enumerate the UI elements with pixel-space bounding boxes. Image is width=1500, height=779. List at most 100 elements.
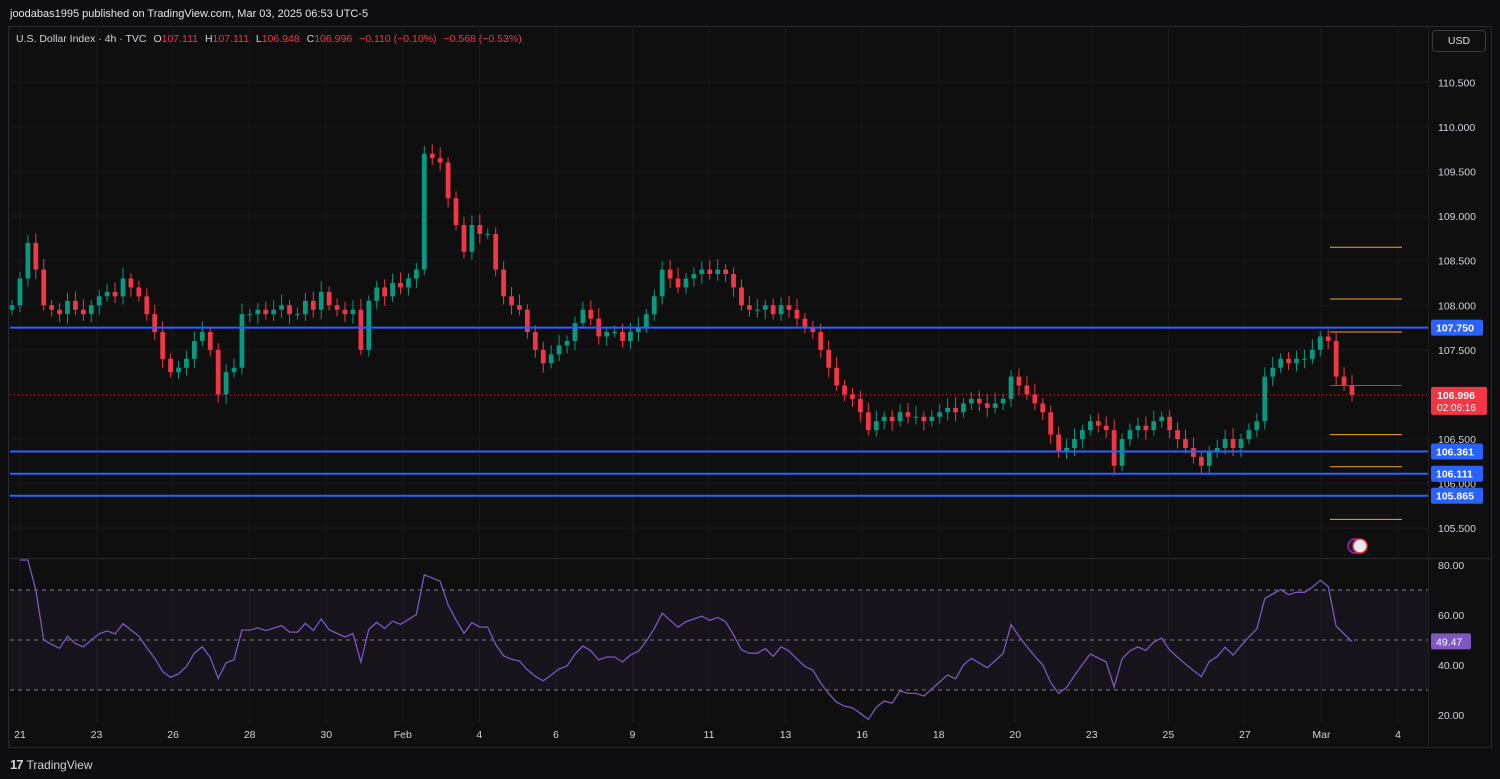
candle-body <box>731 274 736 288</box>
candle-body <box>445 162 451 199</box>
candle-body <box>667 269 673 279</box>
candle-body <box>715 269 721 275</box>
candle-body <box>1095 421 1101 426</box>
candle-body <box>778 305 784 315</box>
candle-body <box>889 416 895 422</box>
candle-body <box>691 274 697 279</box>
candle-body <box>1302 358 1307 360</box>
bar-countdown-label: 02:06:16 <box>1437 403 1476 414</box>
candle-body <box>739 287 744 306</box>
candle-body <box>390 282 395 297</box>
candle-body <box>33 242 39 270</box>
currency-button[interactable]: USD <box>1432 30 1486 52</box>
candle-body <box>1159 416 1165 422</box>
candle-body <box>255 309 261 315</box>
candle-body <box>953 407 958 413</box>
time-tick-label: Feb <box>394 729 412 741</box>
time-tick-label: 16 <box>856 729 868 741</box>
candle-body <box>1254 421 1260 431</box>
price-tick-label: 109.500 <box>1438 166 1476 178</box>
candle-body <box>651 296 657 315</box>
candle-body <box>437 158 443 163</box>
candle-body <box>842 385 847 395</box>
candle-body <box>834 367 839 386</box>
candle-body <box>802 318 808 328</box>
candle-body <box>191 340 197 359</box>
time-tick-label: 18 <box>933 729 945 741</box>
candle-body <box>992 403 998 408</box>
candle-body <box>620 332 625 341</box>
candle-body <box>477 225 483 234</box>
tv-logo-icon: 17 <box>10 757 24 772</box>
open-value: 107.111 <box>161 33 199 45</box>
level-tag <box>1431 443 1483 460</box>
candle-body <box>57 309 62 315</box>
low-label: L <box>255 33 262 45</box>
candle-body <box>659 269 665 297</box>
candle-body <box>556 345 562 355</box>
candle-body <box>1040 403 1046 413</box>
candle-body <box>1246 430 1252 440</box>
time-tick-label: 28 <box>244 729 256 741</box>
candle-body <box>1198 456 1204 466</box>
candle-body <box>723 269 728 275</box>
candle-body <box>1127 430 1133 440</box>
candle-body <box>96 296 102 306</box>
symbol-name[interactable]: U.S. Dollar Index · 4h · TVC <box>16 33 147 45</box>
time-tick-label: 13 <box>780 729 792 741</box>
rsi-tick-label: 80.00 <box>1438 560 1464 572</box>
candle-body <box>144 296 150 315</box>
candle-body <box>414 269 419 279</box>
candle-body <box>168 358 173 373</box>
candle-body <box>588 309 594 319</box>
candle-body <box>818 332 824 350</box>
candle-body <box>1008 376 1014 399</box>
candle-body <box>176 367 181 373</box>
candle-body <box>429 153 435 159</box>
price-tick-label: 106.500 <box>1438 434 1476 446</box>
change2-value: −0.568 (−0.53%) <box>443 33 522 45</box>
candle-body <box>1151 421 1157 431</box>
candle-body <box>675 278 681 288</box>
candle-body <box>334 305 340 310</box>
candle-body <box>1262 376 1268 422</box>
close-value: 106.996 <box>314 33 353 45</box>
candle-body <box>564 340 570 346</box>
candle-body <box>984 403 990 408</box>
candle-body <box>1000 398 1006 404</box>
candle-body <box>525 309 530 333</box>
us-flag-icon[interactable] <box>1352 538 1368 554</box>
candle-body <box>41 269 47 306</box>
candle-body <box>1317 336 1323 350</box>
candle-body <box>279 305 284 310</box>
price-tick-label: 108.000 <box>1438 300 1476 312</box>
candle-body <box>897 412 903 422</box>
candle-body <box>1286 358 1291 364</box>
candle-body <box>318 291 324 310</box>
price-tick-label: 105.500 <box>1438 523 1476 535</box>
publish-bar: joodabas1995 published on TradingView.co… <box>0 0 1500 26</box>
candle-body <box>865 412 871 431</box>
candle-body <box>271 309 277 315</box>
candle-body <box>683 278 689 288</box>
time-tick-label: 26 <box>167 729 179 741</box>
open-label: O <box>153 33 162 45</box>
candle-body <box>747 305 752 310</box>
footer-bar <box>0 752 1500 779</box>
candle-body <box>1349 385 1355 395</box>
time-tick-label: 21 <box>14 729 26 741</box>
candle-body <box>1214 447 1220 453</box>
tradingview-logo[interactable]: 17 TradingView <box>10 757 93 772</box>
candle-body <box>976 398 982 404</box>
candle-body <box>858 398 863 413</box>
current-price-tag <box>1431 386 1487 415</box>
candle-body <box>1230 439 1236 448</box>
level-tag <box>1431 487 1483 504</box>
candle-body <box>17 278 23 306</box>
candle-body <box>509 296 514 306</box>
candle-body <box>1341 376 1347 386</box>
level-tag-label: 106.111 <box>1436 469 1473 481</box>
candle-body <box>1048 412 1054 435</box>
candle-body <box>160 332 166 359</box>
